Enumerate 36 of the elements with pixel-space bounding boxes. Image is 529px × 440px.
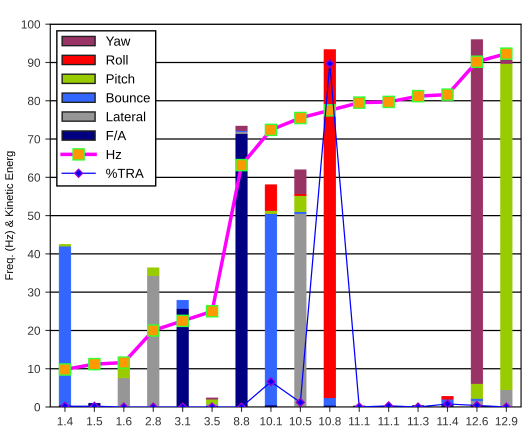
y-tick-label: 10	[28, 364, 40, 374]
x-tick-label: 11.1	[349, 417, 370, 426]
x-tick-label: 12.6	[466, 417, 488, 426]
legend-label: Hz	[106, 150, 122, 160]
legend-label: Yaw	[106, 36, 130, 46]
x-tick-label: 3.1	[174, 417, 190, 426]
x-tick-label: 2.8	[146, 417, 161, 426]
y-tick-label: 90	[28, 58, 40, 67]
y-tick-label: 30	[28, 288, 40, 297]
legend-label: Lateral	[106, 112, 146, 122]
x-tick-label: 10.5	[290, 417, 312, 426]
x-tick-label: 1.5	[87, 417, 102, 426]
y-tick-label: 60	[28, 173, 40, 182]
y-tick-label: 80	[28, 96, 40, 106]
x-tick-label: 1.4	[58, 417, 73, 426]
y-tick-label: 0	[34, 403, 40, 412]
legend-label: %TRA	[106, 168, 144, 178]
x-tick-label: 10.8	[319, 417, 341, 426]
x-tick-label: 11.3	[408, 417, 429, 426]
x-tick-label: 11.1	[378, 417, 400, 426]
legend-label: Pitch	[106, 74, 134, 84]
y-tick-label: 50	[28, 212, 40, 220]
y-tick-label: 40	[28, 250, 40, 258]
x-tick-label: 12.9	[496, 417, 518, 426]
legend-label: Roll	[106, 54, 128, 65]
y-axis-title: Freq. (Hz) & Kinetic Energ	[4, 151, 16, 280]
y-tick-label: 100	[22, 20, 40, 29]
y-tick-label: 20	[28, 326, 40, 335]
x-tick-label: 1.6	[116, 417, 132, 426]
legend-label: F/A	[106, 130, 126, 140]
legend-label: Bounce	[106, 93, 150, 102]
y-tick-label: 70	[28, 135, 40, 144]
x-tick-label: 3.5	[204, 417, 220, 426]
x-tick-label: 11.4	[437, 417, 458, 426]
x-tick-label: 10.1	[260, 417, 282, 426]
x-tick-label: 8.8	[234, 417, 250, 426]
